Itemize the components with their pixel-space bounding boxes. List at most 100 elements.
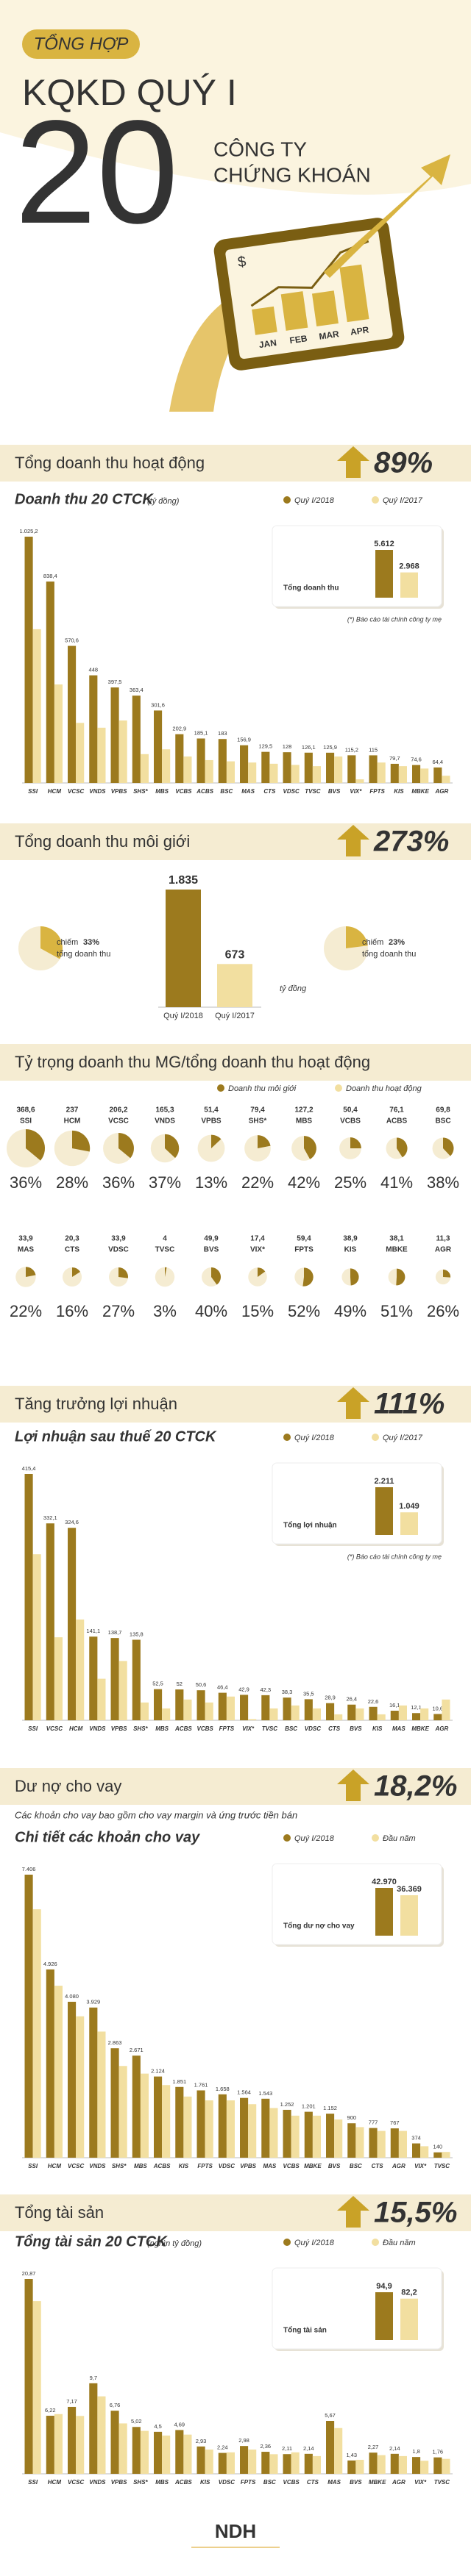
inset-bar bbox=[375, 1487, 393, 1535]
up-arrow bbox=[337, 825, 369, 856]
inset-bar bbox=[400, 572, 418, 598]
bar-value: 673 bbox=[225, 949, 245, 962]
bar bbox=[261, 2452, 270, 2474]
x-tick-label: TVSC bbox=[434, 2479, 450, 2486]
bar bbox=[68, 2406, 77, 2474]
x-tick-label: TVSC bbox=[305, 788, 321, 795]
bar bbox=[347, 2460, 356, 2474]
bar bbox=[269, 2108, 278, 2158]
x-tick-label: VCBS bbox=[175, 788, 192, 795]
share-mg: 76,1 bbox=[389, 1106, 404, 1115]
up-arrow bbox=[337, 2196, 369, 2228]
x-tick-label: MBKE bbox=[369, 2479, 386, 2486]
bar bbox=[398, 766, 407, 783]
legend-swatch bbox=[283, 2239, 291, 2246]
bar-value: 2.124 bbox=[151, 2068, 165, 2075]
bar bbox=[76, 723, 85, 783]
legend-label: Quý I/2018 bbox=[294, 1834, 335, 1843]
x-tick-label: MAS bbox=[327, 2479, 341, 2486]
up-arrow bbox=[337, 1770, 369, 1801]
pie-slice bbox=[346, 926, 368, 948]
bar bbox=[248, 2104, 257, 2158]
bar bbox=[217, 964, 252, 1007]
share-ticker: BVS bbox=[204, 1246, 219, 1254]
bar-value: 16,1 bbox=[389, 1702, 400, 1709]
x-tick-label: VIX* bbox=[242, 1725, 255, 1732]
banner-change: 89% bbox=[374, 447, 433, 479]
header-number: 20 bbox=[15, 90, 178, 254]
bar bbox=[175, 2086, 184, 2158]
bar bbox=[240, 745, 249, 783]
x-tick-label: VNDS bbox=[89, 1725, 106, 1732]
share-mg: 49,9 bbox=[204, 1235, 219, 1243]
bar-value: 5,02 bbox=[131, 2418, 142, 2425]
banner-title: Dư nợ cho vay bbox=[15, 1777, 121, 1795]
x-tick-label: AGR bbox=[392, 2479, 406, 2486]
x-tick-label: VDSC bbox=[305, 1725, 321, 1732]
pie-slice bbox=[211, 1134, 222, 1148]
bar bbox=[261, 2098, 270, 2158]
share-mg: 237 bbox=[66, 1106, 79, 1115]
x-tick-label: MBKE bbox=[411, 1725, 429, 1732]
bar bbox=[32, 1909, 41, 2158]
bar-value: 570,6 bbox=[65, 637, 79, 644]
banner bbox=[0, 1386, 471, 1423]
bar-value: 115,2 bbox=[345, 746, 358, 753]
inset-label: Tổng doanh thu bbox=[283, 584, 339, 593]
bar bbox=[355, 2127, 364, 2158]
inset-bar bbox=[400, 2298, 418, 2340]
pie-slice bbox=[118, 1133, 134, 1159]
bar bbox=[283, 752, 291, 783]
bar bbox=[291, 2452, 300, 2474]
share-ticker: MBS bbox=[296, 1117, 313, 1126]
x-tick-label: CTS bbox=[372, 2163, 384, 2169]
x-tick-label: SSI bbox=[28, 1725, 38, 1732]
inset-bar bbox=[375, 1888, 393, 1936]
bar bbox=[97, 2396, 106, 2474]
share-ticker: VIX* bbox=[250, 1246, 265, 1254]
share-mg: 33,9 bbox=[18, 1235, 33, 1243]
pie-slice bbox=[304, 1136, 316, 1159]
inset-value: 2.968 bbox=[399, 562, 419, 571]
bar bbox=[205, 1702, 213, 1720]
bar-value: 135,8 bbox=[130, 1631, 144, 1637]
bar bbox=[433, 2152, 442, 2158]
share-ticker: MAS bbox=[18, 1246, 35, 1254]
pie-slice bbox=[165, 1267, 167, 1277]
x-tick-label: BSC bbox=[220, 788, 233, 795]
bar bbox=[24, 537, 33, 783]
x-tick-label: VIX* bbox=[414, 2479, 427, 2486]
share-ticker: AGR bbox=[435, 1246, 452, 1254]
x-tick-label: VPBS bbox=[240, 2163, 256, 2169]
bar-value: 1.658 bbox=[216, 2086, 230, 2092]
share-ticker: HCM bbox=[64, 1117, 81, 1126]
bar bbox=[196, 2446, 205, 2474]
bar bbox=[377, 1714, 386, 1720]
bar bbox=[283, 2454, 291, 2474]
pie-slice bbox=[40, 926, 63, 959]
bar bbox=[355, 1708, 364, 1720]
bar-value: 20,87 bbox=[22, 2270, 36, 2277]
inset-value: 2.211 bbox=[375, 1477, 394, 1486]
bar bbox=[97, 2031, 106, 2158]
pie-slice bbox=[165, 1134, 180, 1159]
share-pct: 3% bbox=[153, 1302, 177, 1320]
legend-swatch bbox=[335, 1084, 342, 1092]
bar bbox=[377, 762, 386, 783]
legend-label: Doanh thu hoạt động bbox=[346, 1084, 422, 1093]
bar-value: 42,9 bbox=[238, 1686, 249, 1692]
bar-value: 6,22 bbox=[45, 2407, 56, 2414]
bar bbox=[326, 2114, 335, 2158]
bar bbox=[355, 779, 364, 783]
legend-swatch bbox=[372, 1434, 379, 1441]
bar-value: 838,4 bbox=[43, 573, 57, 579]
bar bbox=[154, 710, 163, 783]
bar bbox=[68, 645, 77, 783]
bar bbox=[140, 1702, 149, 1720]
x-tick-label: VCSC bbox=[68, 2163, 84, 2169]
bar-value: 1,43 bbox=[347, 2452, 358, 2458]
bar bbox=[240, 1695, 249, 1720]
bar bbox=[291, 2115, 300, 2158]
bar bbox=[76, 2416, 85, 2474]
bar bbox=[154, 1689, 163, 1720]
